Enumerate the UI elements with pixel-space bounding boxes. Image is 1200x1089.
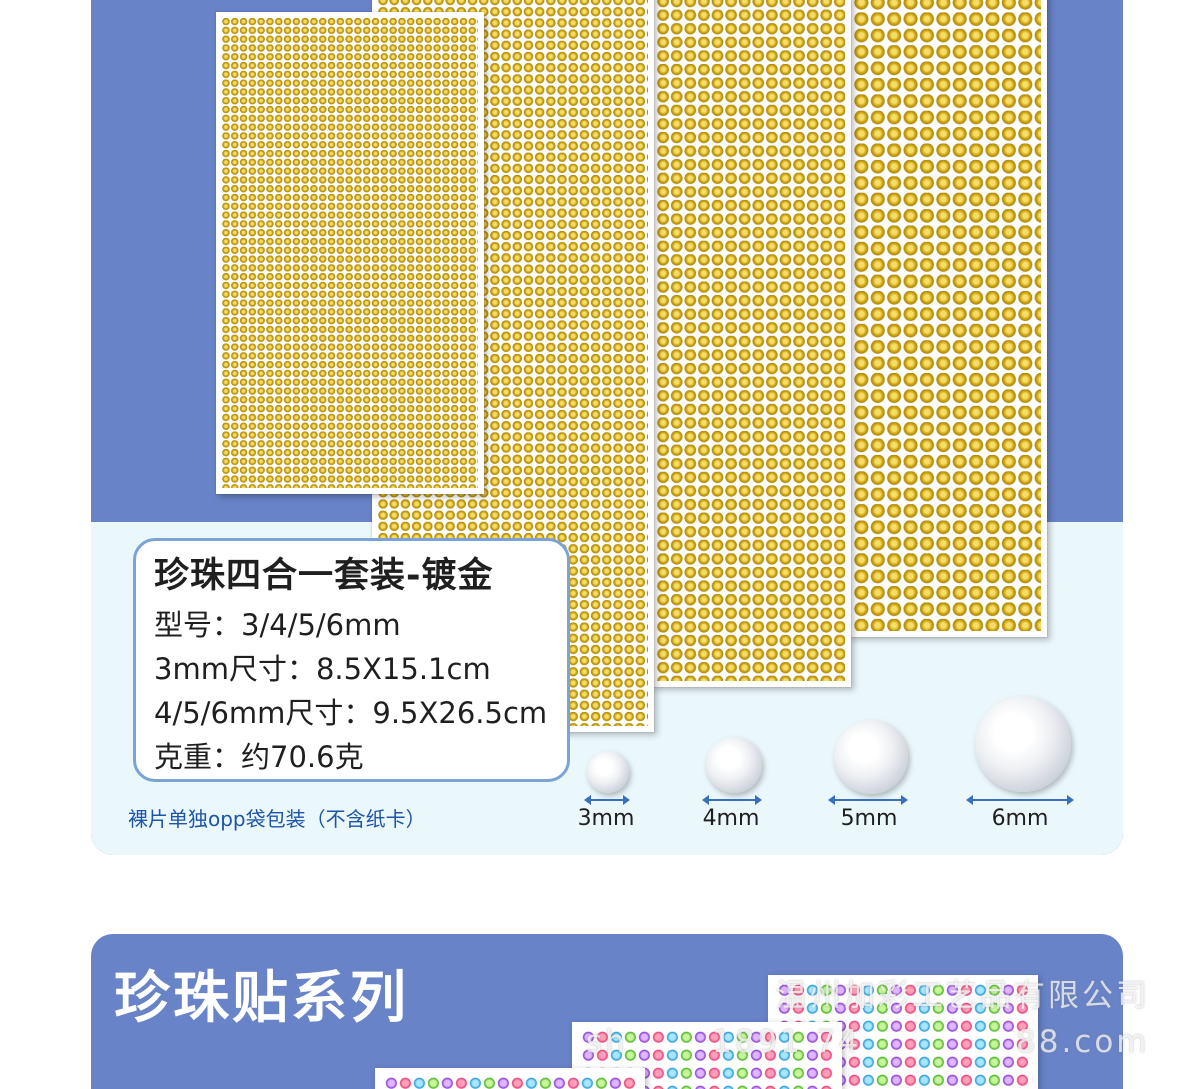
color-sticker-sheet-front xyxy=(375,1068,645,1089)
spec-weight: 克重：约70.6克 xyxy=(154,740,364,774)
spec-model: 型号：3/4/5/6mm xyxy=(154,608,401,642)
size-arrow-6mm xyxy=(966,795,1074,805)
watermark-shop-2: 1891 74 xyxy=(712,1024,862,1060)
series-title: 珍珠贴系列 xyxy=(114,966,409,1031)
size-label-6mm: 6mm xyxy=(991,806,1049,831)
spec-info-box: 珍珠四合一套装-镀金 型号：3/4/5/6mm 3mm尺寸：8.5X15.1cm… xyxy=(133,538,570,782)
spec-size-456mm: 4/5/6mm尺寸：9.5X26.5cm xyxy=(154,696,548,730)
color-pearl-grid xyxy=(383,1076,637,1089)
sticker-sheet-5mm xyxy=(651,0,851,687)
gold-pearl-grid-3mm xyxy=(222,18,478,488)
size-label-4mm: 4mm xyxy=(702,806,760,831)
size-label-5mm: 5mm xyxy=(840,806,898,831)
sticker-sheet-3mm xyxy=(216,12,484,494)
spec-size-3mm: 3mm尺寸：8.5X15.1cm xyxy=(154,652,491,686)
size-arrow-5mm xyxy=(828,795,908,805)
pearl-5mm-image xyxy=(834,720,908,794)
pearl-3mm-image xyxy=(587,751,629,793)
watermark-shop-3: 88.com xyxy=(1016,1024,1150,1060)
size-label-3mm: 3mm xyxy=(577,806,635,831)
size-arrow-3mm xyxy=(584,795,630,805)
pearl-6mm-image xyxy=(975,696,1071,792)
size-arrow-4mm xyxy=(702,795,762,805)
product-title: 珍珠四合一套装-镀金 xyxy=(154,556,494,596)
packaging-note: 裸片单独opp袋包装（不含纸卡） xyxy=(128,807,426,831)
pearl-4mm-image xyxy=(706,737,762,793)
gold-pearl-grid-6mm xyxy=(854,0,1041,631)
sticker-sheet-6mm xyxy=(848,0,1047,637)
watermark-shop-1: sh xyxy=(586,1024,628,1060)
gold-pearl-grid-5mm xyxy=(657,0,845,681)
watermark-company: 温州加彩工艺品有限公司 xyxy=(776,978,1150,1014)
